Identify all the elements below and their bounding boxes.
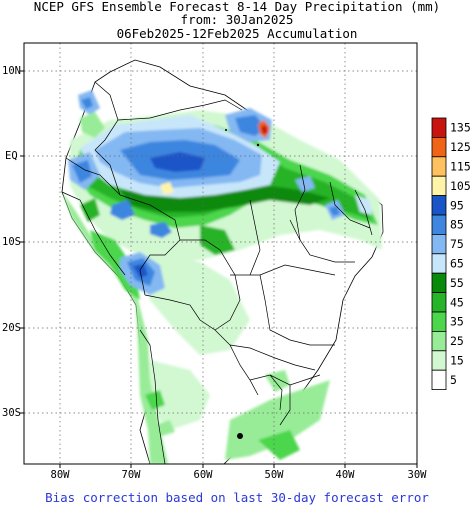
legend-label-5: 5 (450, 373, 457, 387)
legend-label-75: 75 (450, 237, 464, 251)
legend-swatch-55 (431, 272, 447, 294)
legend-label-85: 85 (450, 218, 464, 232)
lat-tick-label-eq: EQ (5, 150, 18, 162)
lon-tick-label-30w: 30W (408, 469, 428, 481)
legend-swatch-15 (431, 350, 447, 371)
plot-frame (23, 42, 418, 465)
legend-swatch-125 (431, 136, 447, 158)
lon-tick-label-80w: 80W (51, 469, 71, 481)
legend-label-25: 25 (450, 334, 464, 348)
precipitation-legend: 135 125 115 105 95 85 75 65 55 45 35 25 15 5 (431, 117, 471, 391)
legend-swatch-95 (431, 195, 447, 216)
legend-swatch-35 (431, 311, 447, 332)
lon-tick-label-60w: 60W (194, 469, 214, 481)
lat-tick-label-30s: 30S (2, 407, 21, 419)
lon-tick-label-40w: 40W (336, 469, 356, 481)
legend-label-45: 45 (450, 295, 464, 309)
lat-tick-label-10s: 10S (2, 236, 21, 248)
forecast-init-date: from: 30Jan2025 (180, 12, 294, 27)
legend-swatch-75 (431, 233, 447, 255)
legend-label-15: 15 (450, 354, 464, 368)
legend-swatch-105 (431, 175, 447, 196)
map-plot-area: 10N EQ 10S 20S 30S 80W 70W 60W 50W 40W 3… (2, 42, 428, 481)
lat-tick-label-10n: 10N (2, 65, 21, 77)
legend-label-55: 55 (450, 276, 464, 290)
legend-label-105: 105 (450, 179, 471, 193)
lat-tick-label-20s: 20S (2, 322, 21, 334)
country-borders (61, 81, 373, 464)
legend-label-115: 115 (450, 160, 471, 174)
bias-correction-note: Bias correction based on last 30-day for… (45, 490, 429, 505)
legend-label-125: 125 (450, 140, 471, 154)
lon-tick-label-70w: 70W (122, 469, 142, 481)
legend-swatch-5 (431, 369, 447, 391)
legend-swatch-115 (431, 156, 447, 177)
legend-label-95: 95 (450, 198, 464, 212)
legend-swatch-25 (431, 330, 447, 352)
precipitation-contours (62, 90, 382, 464)
lon-tick-label-50w: 50W (265, 469, 285, 481)
legend-swatch-135 (431, 117, 447, 138)
legend-label-65: 65 (450, 257, 464, 271)
legend-label-35: 35 (450, 315, 464, 329)
coastal-islands (225, 129, 260, 439)
legend-swatch-45 (431, 292, 447, 313)
axis-ticks (20, 70, 418, 468)
accumulation-period: 06Feb2025-12Feb2025 Accumulation (116, 26, 358, 41)
legend-swatch-85 (431, 214, 447, 235)
legend-label-135: 135 (450, 121, 471, 135)
legend-swatch-65 (431, 253, 447, 274)
map-title: NCEP GFS Ensemble Forecast 8-14 Day Prec… (33, 0, 441, 14)
